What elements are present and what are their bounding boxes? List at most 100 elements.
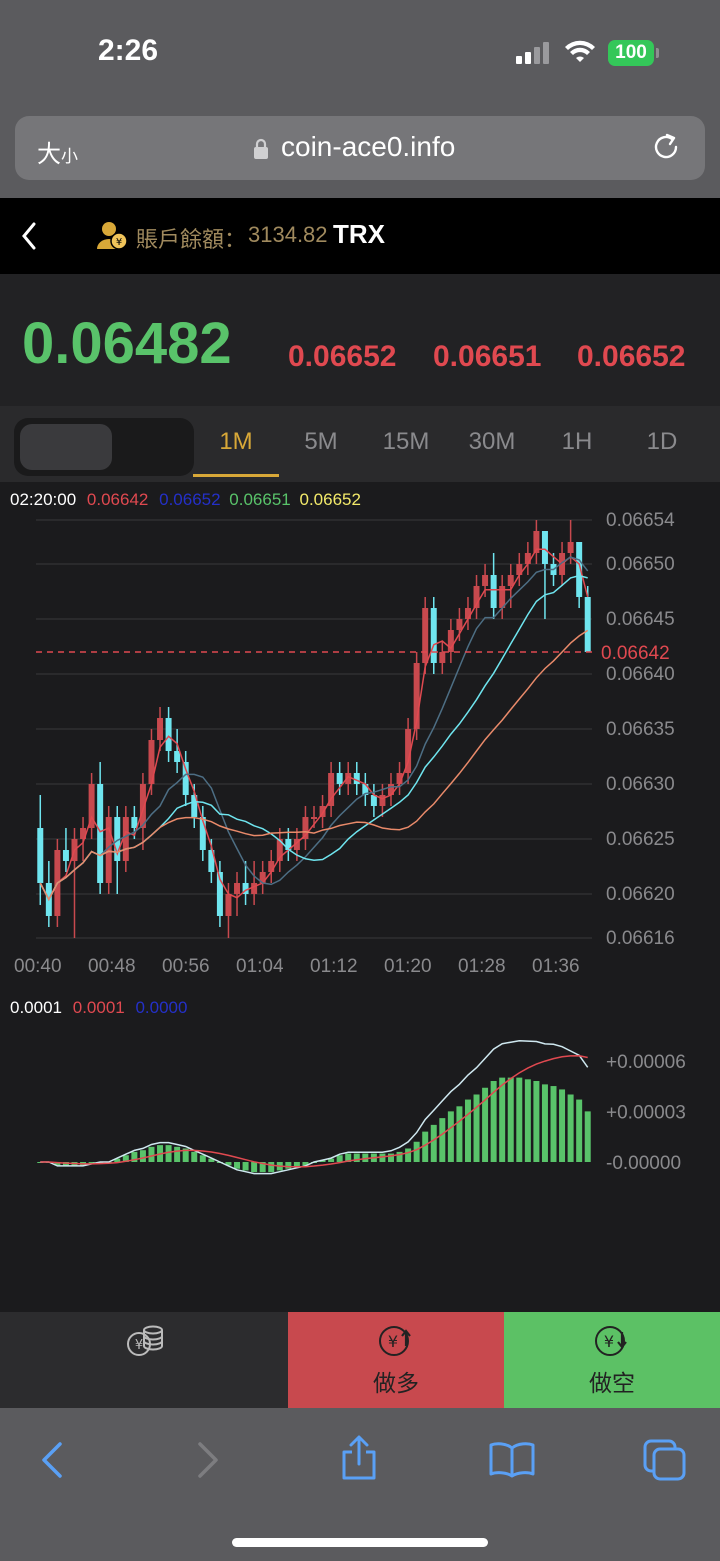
candle-body xyxy=(490,575,497,608)
macd-bar xyxy=(114,1158,121,1162)
y-tick-label: 0.06616 xyxy=(606,928,675,949)
long-button[interactable]: ¥ 做多 xyxy=(288,1312,504,1408)
x-tick-label: 00:40 xyxy=(14,956,62,977)
candle-body xyxy=(507,575,514,586)
macd-bar xyxy=(199,1155,206,1162)
interval-tabs: 1M 5M 15M 30M 1H 1D xyxy=(0,406,720,482)
x-tick-label: 01:28 xyxy=(458,956,506,977)
macd-bar xyxy=(285,1162,292,1169)
candle-body xyxy=(122,817,129,861)
text-size-button[interactable]: 大小 xyxy=(37,134,78,169)
legend-time: 02:20:00 xyxy=(10,490,77,509)
macd-bar xyxy=(405,1148,412,1162)
macd-bar xyxy=(524,1079,531,1162)
reload-icon[interactable] xyxy=(649,130,683,164)
svg-text:¥: ¥ xyxy=(604,1332,614,1351)
candle-body xyxy=(405,729,412,773)
candle-body xyxy=(533,531,540,553)
x-tick-label: 00:48 xyxy=(88,956,136,977)
macd-bar xyxy=(430,1124,437,1162)
short-icon: ¥ xyxy=(595,1326,627,1356)
balance-value: 3134.82 xyxy=(248,222,328,247)
macd-bar xyxy=(328,1158,335,1162)
macd-bar xyxy=(293,1162,300,1168)
short-button[interactable]: ¥ 做空 xyxy=(504,1312,720,1408)
price-stat-3: 0.06652 xyxy=(577,340,686,373)
macd-chart[interactable]: +0.00006 +0.00003 -0.00000 xyxy=(0,1022,720,1262)
svg-text:¥: ¥ xyxy=(388,1332,398,1351)
macd-legend-2: 0.0001 xyxy=(72,998,125,1017)
macd-bar xyxy=(516,1077,523,1162)
candle-body xyxy=(234,883,241,894)
macd-legend-3: 0.0000 xyxy=(135,998,188,1017)
macd-bar xyxy=(319,1160,326,1162)
tab-1m[interactable]: 1M xyxy=(219,428,253,455)
y-tick-label: 0.06620 xyxy=(606,884,675,905)
macd-bar xyxy=(336,1155,343,1162)
candle-body xyxy=(114,817,121,861)
macd-bar xyxy=(396,1151,403,1162)
url-text: coin-ace0.info xyxy=(281,131,456,162)
candle-body xyxy=(319,806,326,817)
macd-bar xyxy=(422,1131,429,1162)
macd-bar xyxy=(259,1162,266,1173)
candle-body xyxy=(148,740,155,784)
candle-body xyxy=(336,773,343,784)
svg-text:¥: ¥ xyxy=(116,237,122,248)
candle-body xyxy=(370,795,377,806)
candle-body xyxy=(413,663,420,729)
macd-bar xyxy=(576,1099,583,1162)
ma-line xyxy=(39,629,589,902)
tab-5m[interactable]: 5M xyxy=(304,428,338,455)
trade-actions: ¥ ¥ 做多 ¥ 做空 xyxy=(0,1312,720,1408)
macd-bar xyxy=(456,1106,463,1162)
macd-legend: 0.0001 0.0001 0.0000 xyxy=(10,998,187,1018)
candle-body xyxy=(362,784,369,795)
tab-30m[interactable]: 30M xyxy=(468,428,516,455)
ma-line xyxy=(39,556,589,902)
candle-body xyxy=(191,795,198,817)
macd-bar xyxy=(345,1153,352,1162)
candle-body xyxy=(251,883,258,894)
tab-15m[interactable]: 15M xyxy=(382,428,430,455)
chart-area: 02:20:00 0.06642 0.06652 0.06651 0.06652… xyxy=(0,482,720,1312)
share-icon[interactable] xyxy=(338,1434,380,1482)
price-stat-1: 0.06652 xyxy=(288,340,397,373)
macd-dea-line xyxy=(40,1055,588,1168)
macd-bar xyxy=(165,1145,172,1162)
bookmarks-icon[interactable] xyxy=(488,1440,536,1478)
macd-bar xyxy=(37,1162,44,1163)
tabs-icon[interactable] xyxy=(642,1438,688,1482)
candle-body xyxy=(311,817,317,819)
candle-body xyxy=(293,839,300,850)
candle-body xyxy=(387,784,394,795)
candlestick-chart[interactable]: 0.06654 0.06650 0.06645 0.06640 0.06635 0.066… xyxy=(0,508,720,1008)
candle-body xyxy=(174,751,181,762)
macd-bar xyxy=(251,1162,258,1173)
tab-1d[interactable]: 1D xyxy=(646,428,678,455)
y-tick-label: 0.06635 xyxy=(606,719,675,740)
candle-body xyxy=(268,861,275,872)
status-bar: 2:26 100 xyxy=(0,0,720,106)
browser-back-icon[interactable] xyxy=(38,1440,68,1480)
chart-toggle[interactable] xyxy=(14,418,194,476)
macd-dif-line xyxy=(40,1039,589,1175)
address-bar[interactable]: 大小 coin-ace0.info xyxy=(15,116,705,180)
browser-forward-icon[interactable] xyxy=(192,1440,222,1480)
candle-body xyxy=(165,718,172,751)
macd-bar xyxy=(447,1111,454,1162)
macd-bar xyxy=(225,1162,232,1166)
candle-body xyxy=(567,542,574,553)
macd-bar xyxy=(584,1111,591,1162)
coins-icon: ¥ xyxy=(127,1325,163,1356)
legend-ma1: 0.06642 xyxy=(86,490,149,509)
macd-bar xyxy=(550,1086,557,1162)
wallet-button[interactable]: ¥ xyxy=(0,1312,288,1408)
candle-body xyxy=(242,883,249,894)
home-indicator xyxy=(232,1538,488,1547)
candle-body xyxy=(182,762,189,795)
x-tick-label: 01:36 xyxy=(532,956,580,977)
macd-bar xyxy=(122,1155,129,1162)
tab-1h[interactable]: 1H xyxy=(561,428,593,455)
back-icon[interactable] xyxy=(18,220,40,252)
